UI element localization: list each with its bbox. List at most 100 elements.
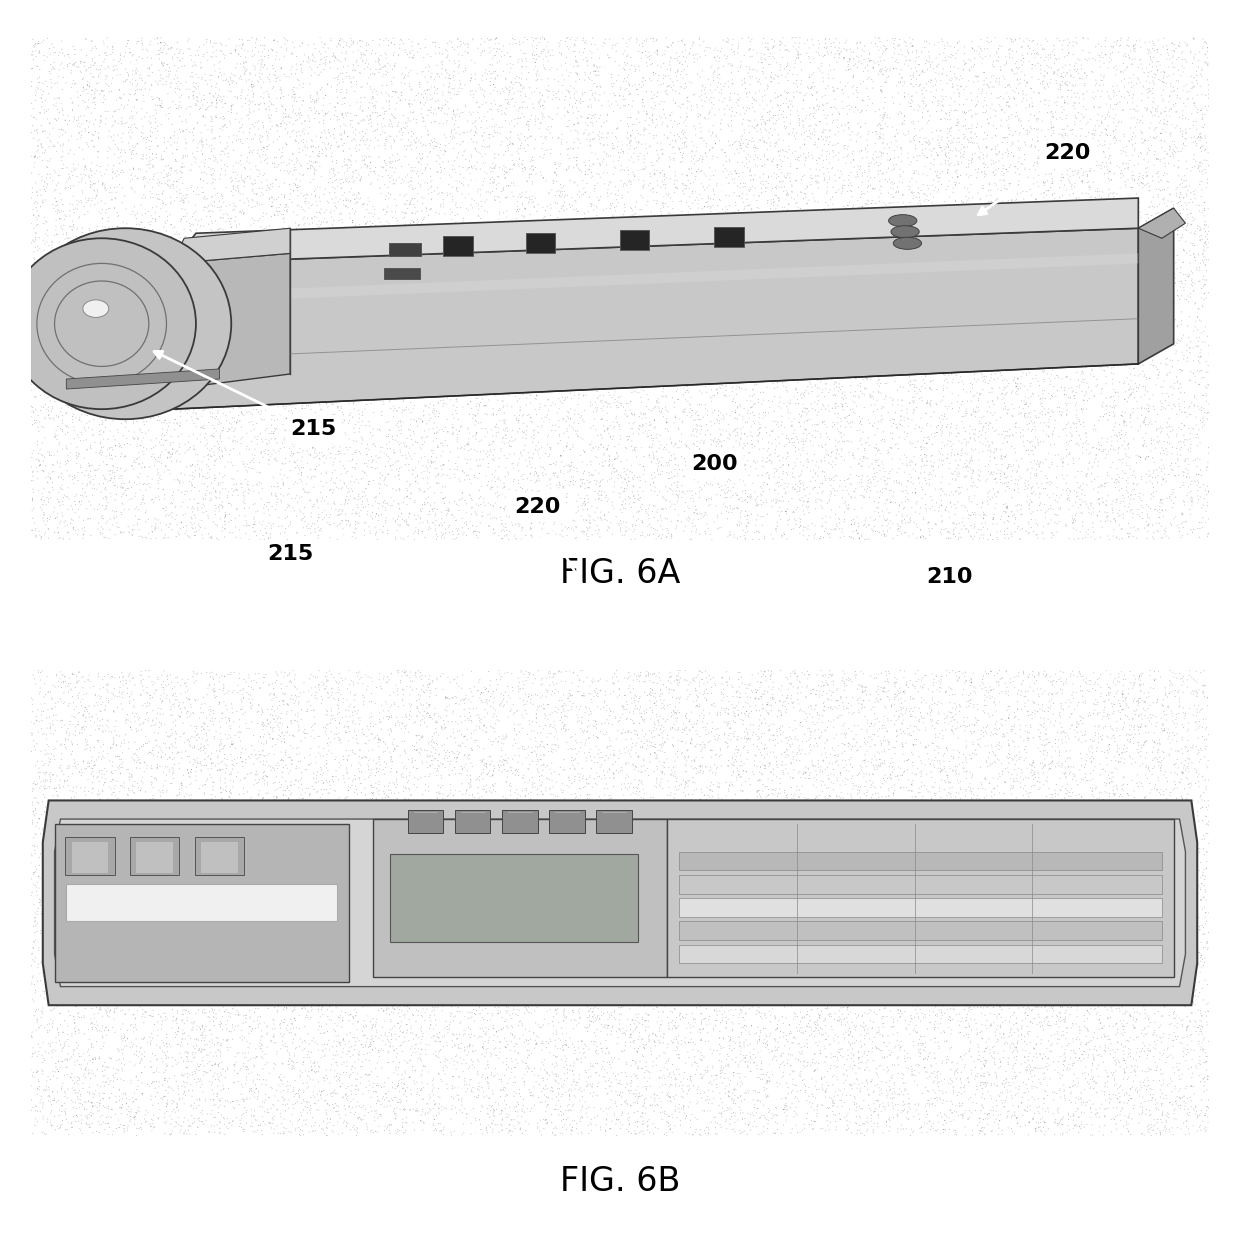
Point — [69, 1093, 89, 1113]
Point — [898, 374, 918, 393]
Point — [687, 94, 707, 114]
Point — [68, 365, 88, 385]
Point — [1081, 62, 1101, 82]
Point — [1063, 1054, 1083, 1073]
Point — [403, 1112, 423, 1132]
Point — [835, 1028, 854, 1047]
Point — [914, 1113, 934, 1133]
Point — [882, 133, 901, 153]
Point — [258, 128, 278, 148]
Point — [1063, 506, 1083, 526]
Point — [407, 733, 427, 753]
Point — [675, 400, 694, 419]
Point — [1114, 414, 1133, 434]
Point — [1110, 480, 1130, 500]
Point — [667, 1033, 687, 1052]
Point — [366, 938, 386, 958]
Point — [30, 892, 50, 912]
Point — [401, 696, 420, 716]
Point — [1133, 896, 1153, 916]
Point — [376, 264, 396, 284]
Point — [640, 1062, 660, 1082]
Point — [378, 818, 398, 838]
Point — [599, 789, 619, 809]
Point — [33, 82, 53, 102]
Point — [77, 879, 97, 898]
Point — [448, 521, 467, 541]
Point — [255, 813, 275, 833]
Point — [626, 757, 646, 777]
Point — [469, 205, 489, 225]
Point — [1087, 137, 1107, 156]
Point — [381, 242, 401, 262]
Point — [42, 454, 62, 474]
Point — [789, 314, 808, 334]
Point — [355, 303, 374, 323]
Point — [41, 446, 61, 465]
Point — [474, 956, 494, 975]
Point — [196, 835, 216, 855]
Point — [1176, 108, 1195, 128]
Point — [174, 122, 193, 141]
Point — [988, 959, 1008, 979]
Point — [657, 36, 677, 56]
Point — [51, 478, 71, 498]
Point — [771, 491, 791, 511]
Point — [381, 154, 401, 174]
Point — [839, 838, 859, 858]
Point — [945, 37, 965, 57]
Point — [1161, 910, 1180, 930]
Point — [952, 153, 972, 172]
Point — [104, 859, 124, 879]
Point — [1054, 1009, 1074, 1029]
Point — [820, 132, 839, 151]
Point — [119, 522, 139, 542]
Point — [79, 491, 99, 511]
Point — [1183, 77, 1203, 97]
Point — [981, 922, 1001, 942]
Point — [285, 63, 305, 83]
Point — [898, 949, 918, 969]
Point — [559, 330, 579, 350]
Point — [451, 763, 471, 783]
Point — [676, 930, 696, 949]
Point — [133, 71, 153, 91]
Point — [100, 293, 120, 313]
Point — [227, 835, 247, 855]
Point — [765, 1037, 785, 1057]
Point — [72, 690, 92, 710]
Point — [822, 267, 842, 287]
Point — [622, 431, 642, 450]
Point — [991, 833, 1011, 853]
Point — [1140, 934, 1159, 954]
Point — [525, 721, 544, 741]
Point — [1012, 249, 1032, 269]
Point — [1073, 516, 1092, 536]
Point — [192, 210, 212, 230]
Point — [141, 926, 161, 946]
Point — [278, 249, 298, 269]
Point — [265, 170, 285, 190]
Point — [972, 673, 992, 692]
Point — [911, 450, 931, 470]
Point — [946, 1121, 966, 1140]
Point — [1092, 290, 1112, 310]
Point — [512, 1069, 532, 1088]
Point — [626, 1052, 646, 1072]
Point — [956, 881, 976, 901]
Point — [455, 745, 475, 764]
Point — [86, 897, 105, 917]
Point — [299, 681, 319, 701]
Point — [50, 870, 69, 890]
Point — [650, 1077, 670, 1097]
Point — [305, 413, 325, 433]
Point — [769, 468, 789, 488]
Point — [185, 736, 205, 756]
Point — [175, 674, 195, 694]
Point — [500, 258, 520, 278]
Point — [285, 428, 305, 448]
Point — [963, 905, 983, 925]
Point — [687, 367, 707, 387]
Point — [153, 98, 172, 118]
Point — [675, 987, 694, 1006]
